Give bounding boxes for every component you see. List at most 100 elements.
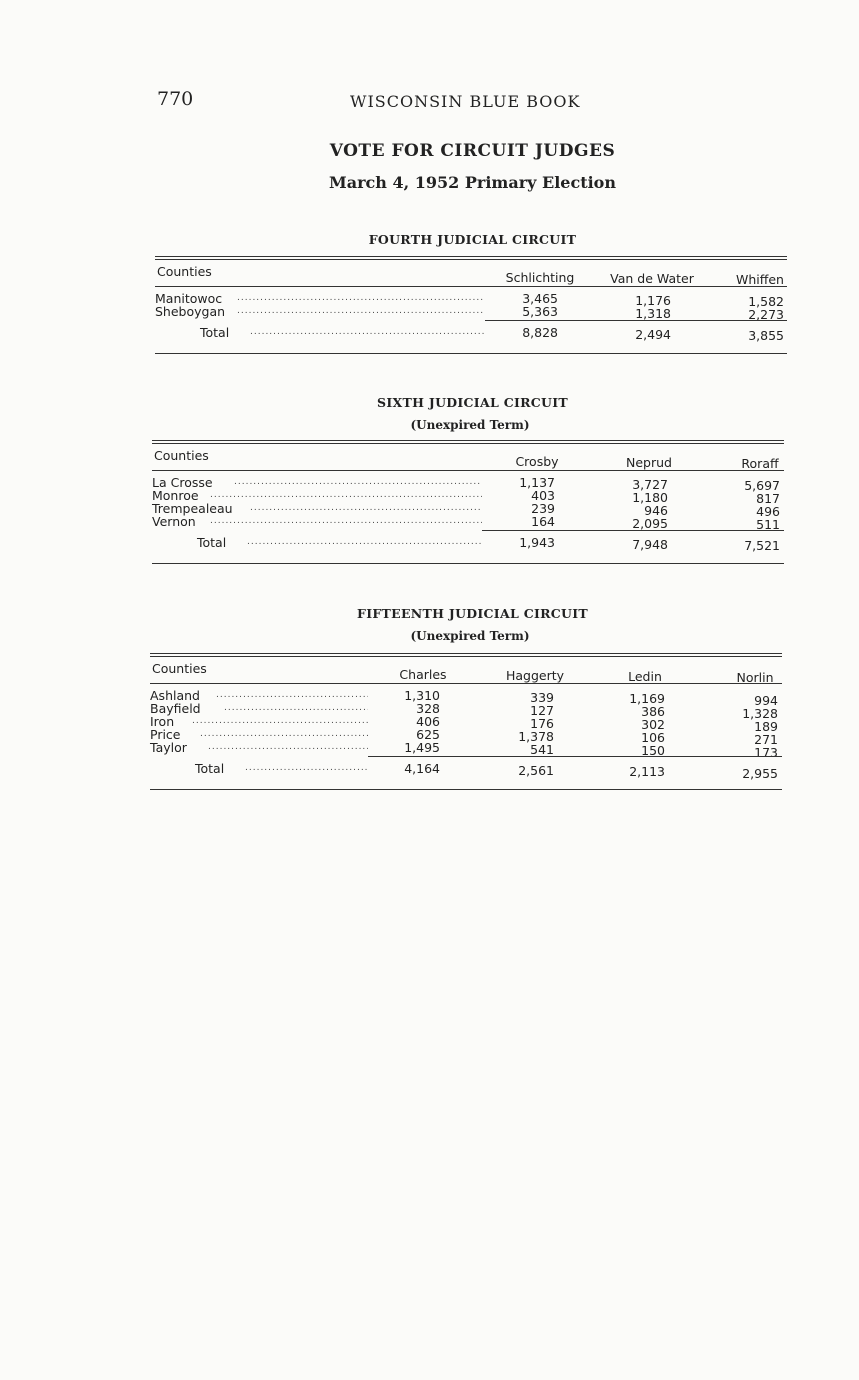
column-header-candidate: Norlin	[736, 670, 774, 685]
county-name: Total	[195, 761, 225, 776]
table-row: Bayfield................................…	[150, 701, 782, 720]
table-row: Vernon..................................…	[152, 514, 784, 532]
results-table: Counties Schlichting Van de Water Whiffen Ma…	[155, 256, 787, 354]
county-name: Price	[150, 727, 181, 742]
vote-count: 150	[641, 743, 665, 758]
results-table: Counties Charles Haggerty Ledin Norlin Ashlan…	[150, 653, 782, 790]
vote-count: 2,561	[518, 762, 554, 778]
leader-dots: ........................................…	[192, 716, 368, 726]
leader-dots: ........................................…	[250, 503, 482, 513]
vote-count: 271	[754, 731, 778, 747]
vote-count: 173	[754, 744, 778, 760]
leader-dots: ........................................…	[200, 729, 368, 739]
vote-count: 1,328	[742, 705, 778, 721]
vote-count: 2,494	[635, 326, 671, 342]
page-number: 770	[157, 88, 194, 110]
vote-count: 511	[756, 517, 780, 532]
county-name: Taylor	[150, 740, 187, 755]
vote-count: 1,137	[519, 475, 555, 490]
county-name: Vernon	[152, 514, 196, 529]
table-row: Monroe..................................…	[152, 488, 784, 506]
vote-count: 1,310	[404, 688, 440, 703]
leader-dots: ........................................…	[245, 763, 368, 773]
vote-count: 7,948	[632, 536, 668, 552]
leader-dots: ........................................…	[224, 703, 368, 713]
column-header-candidate: Schlichting	[505, 270, 575, 285]
spacer	[152, 549, 784, 563]
column-header-counties: Counties	[152, 661, 207, 676]
vote-count: 1,943	[519, 535, 555, 550]
vote-count: 339	[530, 689, 554, 705]
vote-count: 3,855	[748, 328, 784, 343]
leader-dots: ........................................…	[237, 293, 485, 303]
vote-count: 7,521	[744, 538, 780, 553]
column-header-candidate: Ledin	[628, 669, 662, 684]
column-header-candidate: Van de Water	[610, 271, 694, 286]
table-row: Price...................................…	[150, 727, 782, 746]
column-header-counties: Counties	[157, 264, 212, 279]
vote-count: 1,176	[635, 292, 671, 308]
county-name: Monroe	[152, 488, 199, 503]
vote-count: 1,169	[629, 691, 665, 706]
vote-count: 176	[530, 715, 554, 731]
bottom-rule	[150, 789, 782, 790]
total-rule	[368, 756, 782, 757]
column-header-counties: Counties	[154, 448, 209, 463]
county-name: Iron	[150, 714, 175, 729]
vote-count: 239	[531, 501, 555, 516]
vote-count: 1,378	[518, 728, 554, 744]
vote-count: 1,582	[748, 294, 784, 309]
total-rule	[482, 530, 784, 531]
leader-dots: ........................................…	[210, 490, 482, 500]
county-name: Total	[197, 535, 227, 550]
leader-dots: ........................................…	[250, 327, 485, 337]
column-header-candidate: Whiffen	[736, 272, 784, 287]
leader-dots: ........................................…	[208, 742, 368, 752]
vote-count: 386	[641, 704, 665, 719]
section-title: FIFTEENTH JUDICIAL CIRCUIT	[357, 606, 588, 621]
total-row: Total...................................…	[155, 325, 787, 343]
vote-count: 2,095	[632, 515, 668, 531]
double-rule	[152, 440, 784, 444]
table-row: Ashland.................................…	[150, 688, 782, 707]
column-header-candidate: Haggerty	[505, 668, 565, 683]
section-subtitle: (Unexpired Term)	[410, 418, 530, 432]
vote-count: 4,164	[404, 761, 440, 776]
county-name: Total	[200, 325, 230, 340]
total-row: Total...................................…	[152, 535, 784, 553]
vote-count: 302	[641, 717, 665, 732]
section-subtitle: (Unexpired Term)	[410, 629, 530, 643]
vote-count: 3,465	[522, 291, 558, 306]
table-body: La Crosse...............................…	[152, 471, 784, 553]
section-title: SIXTH JUDICIAL CIRCUIT	[377, 395, 568, 410]
leader-dots: ........................................…	[234, 477, 482, 487]
table-header: Counties Schlichting Van de Water Whiffen	[155, 260, 787, 287]
bottom-rule	[152, 563, 784, 564]
page-title: VOTE FOR CIRCUIT JUDGES	[329, 141, 616, 161]
table-header: Counties Crosby Neprud Roraff	[152, 444, 784, 471]
table-row: Iron....................................…	[150, 714, 782, 733]
results-table: Counties Crosby Neprud Roraff La Crosse.....…	[152, 440, 784, 564]
vote-count: 946	[644, 502, 668, 518]
spacer	[155, 339, 787, 353]
vote-count: 2,273	[748, 307, 784, 322]
vote-count: 817	[756, 491, 780, 506]
total-rule	[485, 320, 787, 321]
county-name: Manitowoc	[155, 291, 223, 306]
table-row: Taylor..................................…	[150, 740, 782, 759]
vote-count: 106	[641, 730, 665, 745]
vote-count: 328	[416, 701, 440, 716]
vote-count: 1,180	[632, 489, 668, 505]
page-subtitle: March 4, 1952 Primary Election	[329, 173, 616, 192]
table-row: La Crosse...............................…	[152, 475, 784, 492]
section-title: FOURTH JUDICIAL CIRCUIT	[368, 232, 577, 247]
column-header-candidate: Roraff	[741, 456, 779, 471]
double-rule	[155, 256, 787, 260]
vote-count: 3,727	[632, 476, 668, 492]
total-row: Total...................................…	[150, 761, 782, 780]
vote-count: 189	[754, 718, 778, 734]
table-row: Trempealeau.............................…	[152, 501, 784, 518]
county-name: La Crosse	[152, 475, 213, 490]
county-name: Ashland	[150, 688, 200, 703]
vote-count: 1,318	[635, 305, 671, 321]
